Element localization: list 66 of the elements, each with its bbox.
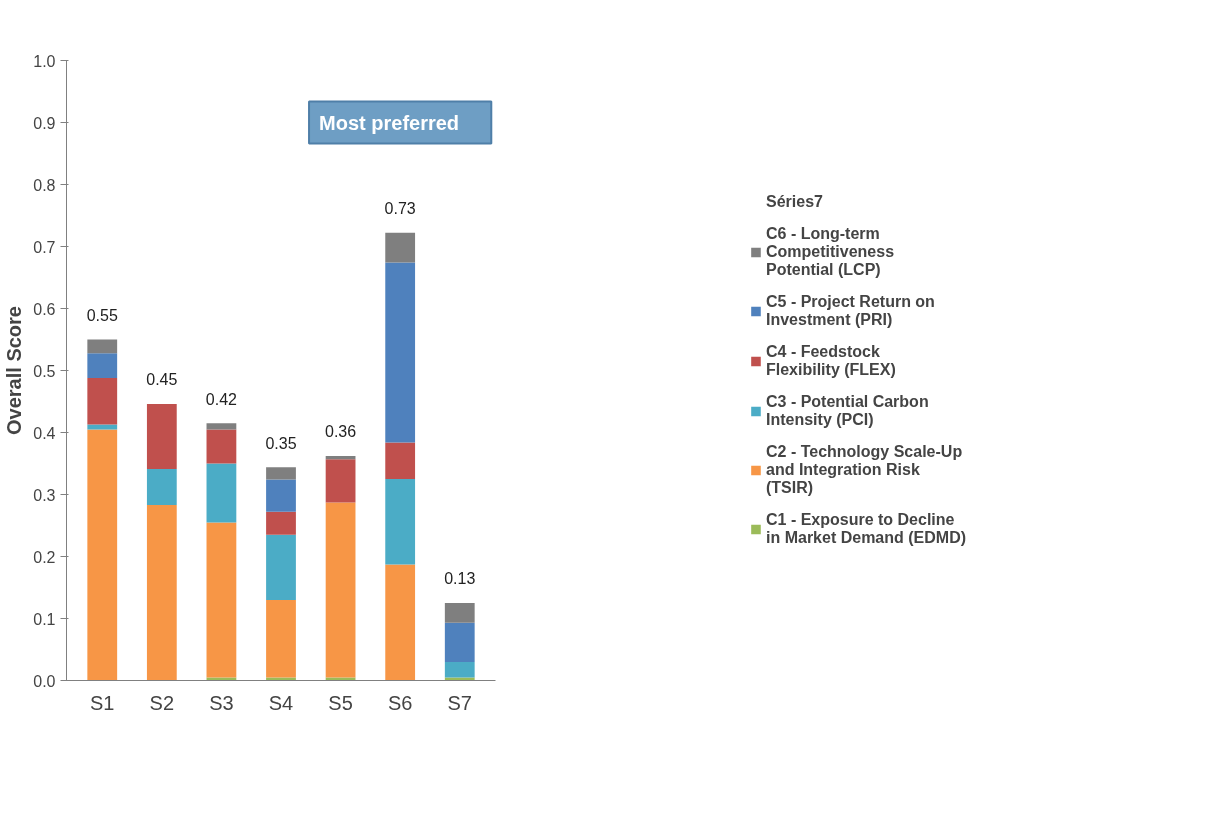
bar <box>206 522 237 678</box>
y-tick-label: 0.1 <box>33 610 56 628</box>
legend-label: C2 - Technology Scale-Up and Integration Risk (TSIR) <box>765 443 963 497</box>
bar <box>385 442 416 479</box>
legend-label: C6 - Long-term Competitiveness Potential (LCP) <box>765 225 895 279</box>
legend-label: C5 - Project Return on Investment (PRI) <box>765 293 935 329</box>
y-tick-label: 0.9 <box>33 114 56 132</box>
bar <box>266 479 296 512</box>
bar <box>444 622 475 662</box>
bar <box>87 424 118 430</box>
x-tick-label: S2 <box>149 691 175 714</box>
y-axis-title: Overall Score <box>3 306 26 435</box>
legend-label: C4 - Feedstock Flexibility (FLEX) <box>765 343 896 379</box>
x-tick-label: S7 <box>447 691 472 714</box>
bar <box>266 467 296 480</box>
bar <box>266 534 296 600</box>
bar <box>206 423 237 430</box>
annotation: Most preferred <box>319 111 460 134</box>
total-label: 0.45 <box>146 371 178 389</box>
y-tick-label: 0.0 <box>33 672 56 690</box>
bar <box>444 677 475 681</box>
y-tick-label: 0.5 <box>33 362 56 380</box>
x-tick-label: S4 <box>268 691 294 714</box>
bar <box>146 403 177 470</box>
bar <box>266 511 296 535</box>
bar <box>325 502 356 678</box>
bar <box>266 599 296 678</box>
legend-label: C1 - Exposure to Decline in Market Demand (EDMD) <box>765 511 967 547</box>
bar <box>325 459 356 503</box>
bar <box>146 505 177 681</box>
x-tick-label: S3 <box>209 691 234 714</box>
bar <box>206 677 237 681</box>
y-tick-label: 0.3 <box>33 486 56 504</box>
bar <box>325 456 356 460</box>
x-tick-label: S5 <box>328 691 353 714</box>
y-tick-label: 0.8 <box>33 176 56 194</box>
bar <box>87 377 118 425</box>
y-tick-label: 1.0 <box>33 52 56 70</box>
bar <box>385 232 416 263</box>
bar <box>385 479 416 565</box>
y-tick-label: 0.7 <box>33 238 56 256</box>
y-tick-label: 0.6 <box>33 300 56 318</box>
y-tick-label: 0.2 <box>33 548 56 566</box>
bar <box>87 339 118 354</box>
x-tick-label: S1 <box>90 691 115 714</box>
bar <box>444 603 475 623</box>
bar <box>444 661 475 678</box>
bar <box>206 429 237 464</box>
bar <box>266 677 296 681</box>
bar <box>206 463 237 523</box>
total-label: 0.36 <box>325 423 357 441</box>
bar <box>325 677 356 681</box>
bar <box>87 429 118 681</box>
total-label: 0.13 <box>444 570 476 588</box>
text: Séries7 <box>765 193 823 211</box>
x-tick-label: S6 <box>387 691 413 714</box>
total-label: 0.42 <box>205 390 238 408</box>
legend-label: C3 - Potential Carbon Intensity (PCI) <box>765 393 929 429</box>
total-label: 0.73 <box>384 200 416 218</box>
bar <box>87 353 118 378</box>
bar <box>146 469 177 506</box>
total-label: 0.55 <box>86 306 118 324</box>
y-tick-label: 0.4 <box>33 424 56 442</box>
total-label: 0.35 <box>265 434 297 452</box>
bar <box>385 564 416 681</box>
bar <box>385 262 416 443</box>
